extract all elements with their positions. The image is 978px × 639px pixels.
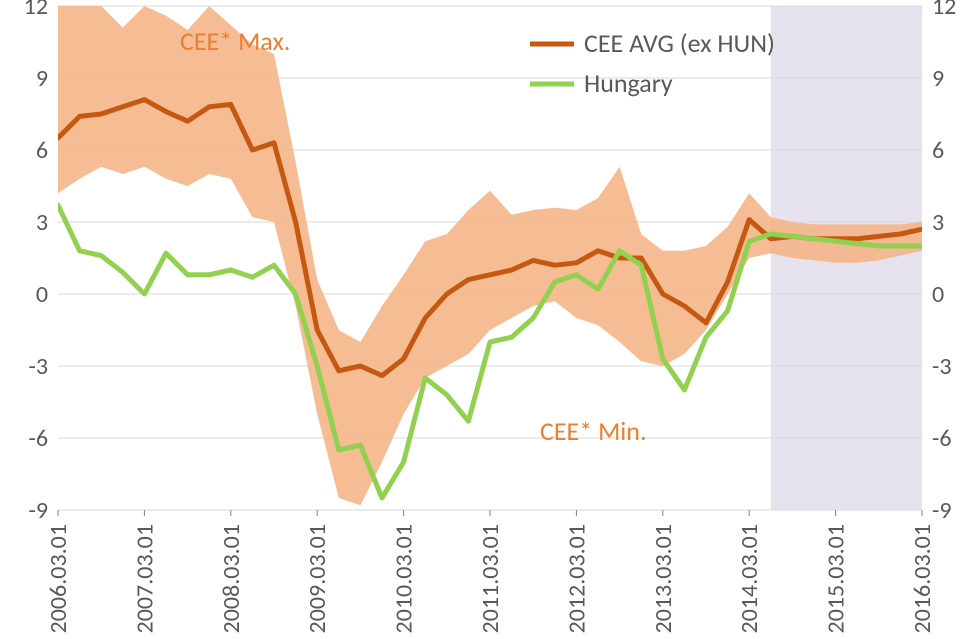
ytick-label-left: 3 [36,208,48,237]
xtick-label: 2007.03.01 [130,524,159,633]
chart-container: -9 -9 -6 -6 -3 -3 0 0 3 3 6 6 9 9 12 12 2006.03.01 2007.0… [0,0,978,639]
xtick-label: 2006.03.01 [44,524,73,633]
ytick-label-left: -9 [28,496,48,525]
legend-label: Hungary [584,67,673,99]
xtick-label: 2010.03.01 [390,524,419,633]
ytick-label-right: -3 [932,352,952,381]
ytick-label-left: 12 [24,0,48,21]
ytick-label-left: -6 [28,424,48,453]
xtick-label: 2013.03.01 [649,524,678,633]
xtick-label: 2011.03.01 [476,524,505,633]
ytick-label-left: 9 [36,64,48,93]
xtick-label: 2009.03.01 [303,524,332,633]
line-chart: -9 -9 -6 -6 -3 -3 0 0 3 3 6 6 9 9 12 12 2006.03.01 2007.0… [0,0,978,639]
annotation: CEE* Max. [180,25,290,57]
xtick-label: 2012.03.01 [562,524,591,633]
ytick-label-left: 0 [36,280,48,309]
annotation: CEE* Min. [540,415,647,447]
ytick-label-right: 0 [932,280,944,309]
ytick-label-right: -9 [932,496,952,525]
ytick-label-left: -3 [28,352,48,381]
ytick-label-right: 12 [932,0,956,21]
ytick-label-right: -6 [932,424,952,453]
ytick-label-left: 6 [36,136,48,165]
ytick-label-right: 3 [932,208,944,237]
xtick-label: 2016.03.01 [908,524,937,633]
legend-label: CEE AVG (ex HUN) [584,27,775,59]
ytick-label-right: 9 [932,64,944,93]
xtick-label: 2008.03.01 [217,524,246,633]
xtick-label: 2015.03.01 [822,524,851,633]
xtick-label: 2014.03.01 [735,524,764,633]
ytick-label-right: 6 [932,136,944,165]
